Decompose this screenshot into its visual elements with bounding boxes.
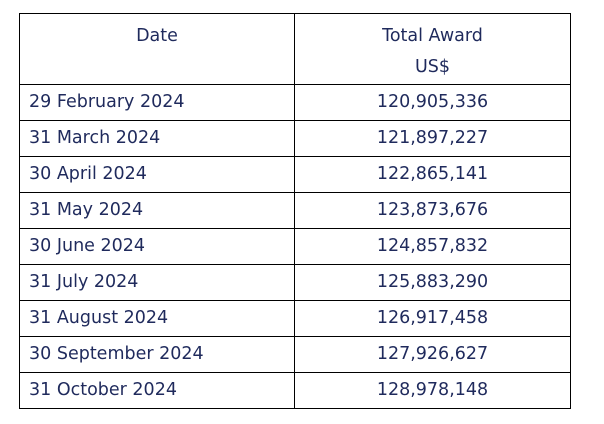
table-header-row: Date Total Award US$ [19,13,571,85]
table-row: 31 March 2024 121,897,227 [19,120,571,157]
award-cell: 122,865,141 [294,156,571,193]
table-row: 30 April 2024 122,865,141 [19,156,571,193]
table-row: 30 June 2024 124,857,832 [19,228,571,265]
award-cell: 127,926,627 [294,336,571,373]
award-cell: 124,857,832 [294,228,571,265]
date-cell: 30 September 2024 [19,336,295,373]
award-header-cell: Total Award US$ [294,13,571,85]
table-row: 29 February 2024 120,905,336 [19,84,571,121]
date-cell: 31 July 2024 [19,264,295,301]
date-cell: 30 April 2024 [19,156,295,193]
table-row: 31 July 2024 125,883,290 [19,264,571,301]
date-cell: 29 February 2024 [19,84,295,121]
date-cell: 31 October 2024 [19,372,295,409]
currency-unit-header: US$ [414,56,451,77]
award-cell: 125,883,290 [294,264,571,301]
date-cell: 31 May 2024 [19,192,295,229]
date-column-header: Date [136,26,178,46]
total-award-table: Date Total Award US$ 29 February 2024 12… [19,13,571,409]
award-cell: 123,873,676 [294,192,571,229]
award-cell: 120,905,336 [294,84,571,121]
date-cell: 31 March 2024 [19,120,295,157]
date-cell: 30 June 2024 [19,228,295,265]
award-cell: 128,978,148 [294,372,571,409]
date-cell: 31 August 2024 [19,300,295,337]
table-row: 31 May 2024 123,873,676 [19,192,571,229]
table-row: 31 August 2024 126,917,458 [19,300,571,337]
award-cell: 121,897,227 [294,120,571,157]
date-header-cell: Date [19,13,295,85]
table-row: 31 October 2024 128,978,148 [19,372,571,409]
total-award-column-header: Total Award [382,26,483,46]
table-row: 30 September 2024 127,926,627 [19,336,571,373]
award-cell: 126,917,458 [294,300,571,337]
